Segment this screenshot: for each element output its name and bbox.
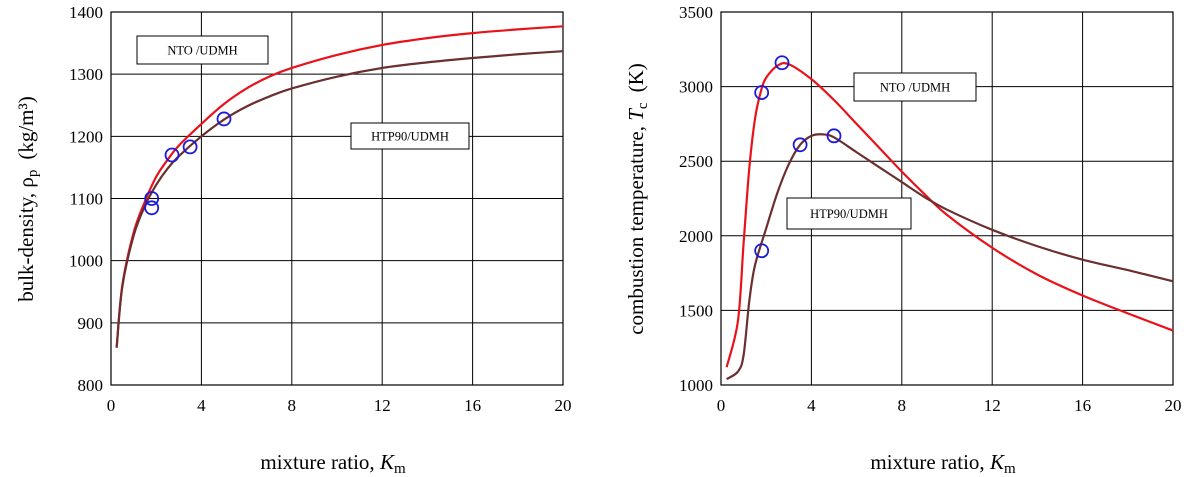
series-line-htp90-udmh [115, 50, 564, 348]
x-tick-label: 12 [984, 396, 1001, 415]
data-point-marker [182, 139, 198, 155]
data-point-marker [754, 243, 770, 259]
y-tick-label: 1400 [69, 3, 103, 22]
plot-area [720, 11, 1174, 386]
y-axis-label: combustion temperature, Tc(K) [624, 63, 651, 335]
x-tick-label: 0 [717, 396, 726, 415]
data-point-marker [216, 111, 232, 127]
marker-group [754, 55, 842, 259]
data-point-marker [144, 200, 160, 216]
plot-frame [110, 11, 564, 386]
x-tick-label: 16 [464, 396, 481, 415]
y-tick-label: 1000 [679, 376, 713, 395]
legend-box-nto: NTO /UDMH [853, 72, 977, 102]
x-tick-label: 20 [1165, 396, 1182, 415]
series-line-htp90-udmh [726, 133, 1174, 380]
series-line-nto-udmh [725, 62, 1174, 368]
series-line-nto-udmh [115, 25, 564, 348]
legend-label-nto: NTO /UDMH [167, 44, 237, 58]
combustion-temperature-chart: 0 4 8 12 16 20 1000 1500 2000 2500 3000 3500 NTO /U… [624, 3, 1182, 477]
x-tick-label: 8 [898, 396, 907, 415]
x-tick-label: 4 [807, 396, 816, 415]
legend-label-htp90: HTP90/UDMH [810, 207, 888, 221]
plot-area [110, 11, 564, 386]
bulk-density-chart: 0 4 8 12 16 20 800 900 1000 1100 1200 1300 1400 NTO … [14, 3, 572, 477]
y-tick-label: 3500 [679, 3, 713, 22]
legend-box-htp90: HTP90/UDMH [350, 122, 470, 150]
data-point-marker [826, 128, 842, 144]
tick-labels: 0 4 8 12 16 20 1000 1500 2000 2500 3000 3500 [679, 3, 1182, 415]
data-point-marker [164, 147, 180, 163]
y-tick-label: 1200 [69, 127, 103, 146]
plot-frame [720, 11, 1174, 386]
x-tick-label: 20 [555, 396, 572, 415]
x-axis-label: mixture ratio, Km [260, 450, 406, 477]
grid-lines [110, 11, 564, 386]
data-point-marker [792, 137, 808, 153]
y-tick-label: 2500 [679, 152, 713, 171]
x-tick-label: 8 [288, 396, 297, 415]
data-point-marker [144, 191, 160, 206]
data-point-marker [754, 85, 770, 100]
y-tick-label: 1100 [70, 190, 103, 209]
y-tick-label: 1000 [69, 252, 103, 271]
legend-box-nto: NTO /UDMH [136, 35, 269, 65]
x-tick-label: 16 [1074, 396, 1091, 415]
data-point-marker [774, 55, 790, 71]
marker-group [144, 111, 232, 216]
tick-labels: 0 4 8 12 16 20 800 900 1000 1100 1200 1300 1400 [69, 3, 572, 415]
x-axis-label: mixture ratio, Km [870, 450, 1016, 477]
series-group [115, 25, 564, 348]
legend-label-nto: NTO /UDMH [880, 81, 950, 95]
legend-label-htp90: HTP90/UDMH [371, 130, 449, 144]
x-tick-label: 0 [107, 396, 116, 415]
y-tick-label: 800 [78, 376, 104, 395]
x-tick-label: 12 [374, 396, 391, 415]
x-tick-label: 4 [197, 396, 206, 415]
y-tick-label: 1500 [679, 301, 713, 320]
y-axis-label: bulk-density, ρp(kg/m³) [14, 96, 41, 302]
legend-box-htp90: HTP90/UDMH [786, 197, 912, 230]
y-tick-label: 2000 [679, 227, 713, 246]
y-tick-label: 1300 [69, 65, 103, 84]
y-tick-label: 900 [78, 314, 104, 333]
y-tick-label: 3000 [679, 78, 713, 97]
